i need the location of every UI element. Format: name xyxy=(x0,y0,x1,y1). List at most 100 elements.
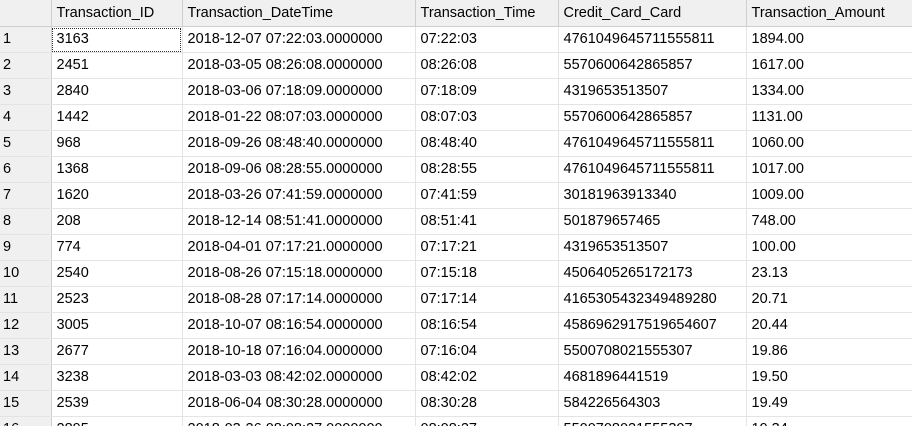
cell-transaction-id[interactable]: 3005 xyxy=(51,312,183,339)
cell-transaction-id[interactable]: 968 xyxy=(51,130,183,157)
cell-transaction-id[interactable]: 2677 xyxy=(51,338,183,365)
cell-transaction-amount[interactable]: 100.00 xyxy=(746,234,912,261)
cell-transaction-time[interactable]: 08:30:28 xyxy=(415,390,559,417)
cell-transaction-datetime[interactable]: 2018-10-18 07:16:04.0000000 xyxy=(182,338,416,365)
cell-transaction-id[interactable]: 1368 xyxy=(51,156,183,183)
row-number[interactable]: 5 xyxy=(0,130,52,157)
table-row[interactable]: 6 1368 2018-09-06 08:28:55.0000000 08:28:55… xyxy=(0,156,912,183)
cell-transaction-time[interactable]: 07:17:14 xyxy=(415,286,559,313)
cell-transaction-datetime[interactable]: 2018-08-28 07:17:14.0000000 xyxy=(182,286,416,313)
cell-transaction-time[interactable]: 08:07:03 xyxy=(415,104,559,131)
row-number[interactable]: 4 xyxy=(0,104,52,131)
row-number[interactable]: 9 xyxy=(0,234,52,261)
row-number[interactable]: 12 xyxy=(0,312,52,339)
cell-transaction-time[interactable]: 08:16:54 xyxy=(415,312,559,339)
row-number[interactable]: 15 xyxy=(0,390,52,417)
cell-transaction-datetime[interactable]: 2018-10-07 08:16:54.0000000 xyxy=(182,312,416,339)
row-number[interactable]: 3 xyxy=(0,78,52,105)
cell-transaction-time[interactable]: 08:42:02 xyxy=(415,364,559,391)
cell-credit-card[interactable]: 4681896441519 xyxy=(558,364,747,391)
row-number[interactable]: 2 xyxy=(0,52,52,79)
table-row[interactable]: 11 2523 2018-08-28 07:17:14.0000000 07:17:1… xyxy=(0,286,912,313)
cell-transaction-datetime[interactable]: 2018-06-04 08:30:28.0000000 xyxy=(182,390,416,417)
cell-transaction-datetime[interactable]: 2018-03-26 08:08:27.0000000 xyxy=(182,416,416,426)
cell-transaction-amount[interactable]: 20.71 xyxy=(746,286,912,313)
cell-transaction-time[interactable]: 07:41:59 xyxy=(415,182,559,209)
cell-transaction-amount[interactable]: 748.00 xyxy=(746,208,912,235)
cell-credit-card[interactable]: 584226564303 xyxy=(558,390,747,417)
cell-credit-card[interactable]: 5500708021555307 xyxy=(558,416,747,426)
table-row[interactable]: 12 3005 2018-10-07 08:16:54.0000000 08:16:5… xyxy=(0,312,912,339)
column-header-transaction-time[interactable]: Transaction_Time xyxy=(415,0,559,27)
cell-transaction-time[interactable]: 08:51:41 xyxy=(415,208,559,235)
cell-transaction-time[interactable]: 08:26:08 xyxy=(415,52,559,79)
cell-transaction-id[interactable]: 1620 xyxy=(51,182,183,209)
cell-transaction-amount[interactable]: 23.13 xyxy=(746,260,912,287)
table-row[interactable]: 9 774 2018-04-01 07:17:21.0000000 07:17:21 4… xyxy=(0,234,912,261)
cell-transaction-amount[interactable]: 19.34 xyxy=(746,416,912,426)
cell-transaction-id[interactable]: 2523 xyxy=(51,286,183,313)
cell-transaction-datetime[interactable]: 2018-12-07 07:22:03.0000000 xyxy=(182,26,416,53)
row-number[interactable]: 11 xyxy=(0,286,52,313)
cell-transaction-time[interactable]: 08:08:27 xyxy=(415,416,559,426)
row-number[interactable]: 13 xyxy=(0,338,52,365)
cell-transaction-amount[interactable]: 20.44 xyxy=(746,312,912,339)
cell-credit-card[interactable]: 4165305432349489280 xyxy=(558,286,747,313)
cell-transaction-amount[interactable]: 19.49 xyxy=(746,390,912,417)
row-number[interactable]: 16 xyxy=(0,416,52,426)
table-row[interactable]: 15 2539 2018-06-04 08:30:28.0000000 08:30:2… xyxy=(0,390,912,417)
row-number[interactable]: 8 xyxy=(0,208,52,235)
cell-transaction-time[interactable]: 07:18:09 xyxy=(415,78,559,105)
cell-transaction-amount[interactable]: 1131.00 xyxy=(746,104,912,131)
cell-transaction-amount[interactable]: 1334.00 xyxy=(746,78,912,105)
table-row[interactable]: 14 3238 2018-03-03 08:42:02.0000000 08:42:0… xyxy=(0,364,912,391)
table-row[interactable]: 3 2840 2018-03-06 07:18:09.0000000 07:18:09… xyxy=(0,78,912,105)
cell-transaction-id[interactable]: 2539 xyxy=(51,390,183,417)
cell-transaction-id[interactable]: 3163 xyxy=(51,26,183,53)
column-header-transaction-id[interactable]: Transaction_ID xyxy=(51,0,183,27)
cell-credit-card[interactable]: 5570600642865857 xyxy=(558,104,747,131)
cell-credit-card[interactable]: 5500708021555307 xyxy=(558,338,747,365)
cell-credit-card[interactable]: 4761049645711555811 xyxy=(558,130,747,157)
cell-transaction-datetime[interactable]: 2018-03-26 07:41:59.0000000 xyxy=(182,182,416,209)
cell-transaction-datetime[interactable]: 2018-12-14 08:51:41.0000000 xyxy=(182,208,416,235)
cell-transaction-id[interactable]: 3238 xyxy=(51,364,183,391)
cell-transaction-id[interactable]: 2451 xyxy=(51,52,183,79)
cell-transaction-id[interactable]: 2895 xyxy=(51,416,183,426)
cell-transaction-amount[interactable]: 1009.00 xyxy=(746,182,912,209)
column-header-credit-card[interactable]: Credit_Card_Card xyxy=(558,0,747,27)
cell-transaction-amount[interactable]: 19.50 xyxy=(746,364,912,391)
cell-transaction-id[interactable]: 2540 xyxy=(51,260,183,287)
table-row[interactable]: 2 2451 2018-03-05 08:26:08.0000000 08:26:08… xyxy=(0,52,912,79)
cell-credit-card[interactable]: 4586962917519654607 xyxy=(558,312,747,339)
table-row[interactable]: 8 208 2018-12-14 08:51:41.0000000 08:51:41 5… xyxy=(0,208,912,235)
cell-credit-card[interactable]: 4761049645711555811 xyxy=(558,26,747,53)
cell-transaction-id[interactable]: 208 xyxy=(51,208,183,235)
row-number[interactable]: 14 xyxy=(0,364,52,391)
cell-credit-card[interactable]: 4761049645711555811 xyxy=(558,156,747,183)
cell-transaction-datetime[interactable]: 2018-09-26 08:48:40.0000000 xyxy=(182,130,416,157)
cell-transaction-time[interactable]: 08:28:55 xyxy=(415,156,559,183)
table-row[interactable]: 13 2677 2018-10-18 07:16:04.0000000 07:16:0… xyxy=(0,338,912,365)
cell-transaction-id[interactable]: 1442 xyxy=(51,104,183,131)
cell-transaction-amount[interactable]: 1017.00 xyxy=(746,156,912,183)
table-row[interactable]: 10 2540 2018-08-26 07:15:18.0000000 07:15:1… xyxy=(0,260,912,287)
table-row[interactable]: 4 1442 2018-01-22 08:07:03.0000000 08:07:03… xyxy=(0,104,912,131)
table-row[interactable]: 1 3163 2018-12-07 07:22:03.0000000 07:22:03… xyxy=(0,26,912,53)
table-row[interactable]: 5 968 2018-09-26 08:48:40.0000000 08:48:40 4… xyxy=(0,130,912,157)
select-all-corner[interactable] xyxy=(0,0,52,27)
cell-credit-card[interactable]: 5570600642865857 xyxy=(558,52,747,79)
column-header-transaction-amount[interactable]: Transaction_Amount xyxy=(746,0,912,27)
cell-transaction-amount[interactable]: 1894.00 xyxy=(746,26,912,53)
cell-transaction-time[interactable]: 07:17:21 xyxy=(415,234,559,261)
cell-transaction-time[interactable]: 07:22:03 xyxy=(415,26,559,53)
table-row[interactable]: 7 1620 2018-03-26 07:41:59.0000000 07:41:59… xyxy=(0,182,912,209)
row-number[interactable]: 6 xyxy=(0,156,52,183)
cell-transaction-amount[interactable]: 1060.00 xyxy=(746,130,912,157)
cell-transaction-datetime[interactable]: 2018-09-06 08:28:55.0000000 xyxy=(182,156,416,183)
cell-transaction-time[interactable]: 07:16:04 xyxy=(415,338,559,365)
cell-transaction-amount[interactable]: 19.86 xyxy=(746,338,912,365)
cell-transaction-id[interactable]: 2840 xyxy=(51,78,183,105)
cell-transaction-datetime[interactable]: 2018-03-06 07:18:09.0000000 xyxy=(182,78,416,105)
